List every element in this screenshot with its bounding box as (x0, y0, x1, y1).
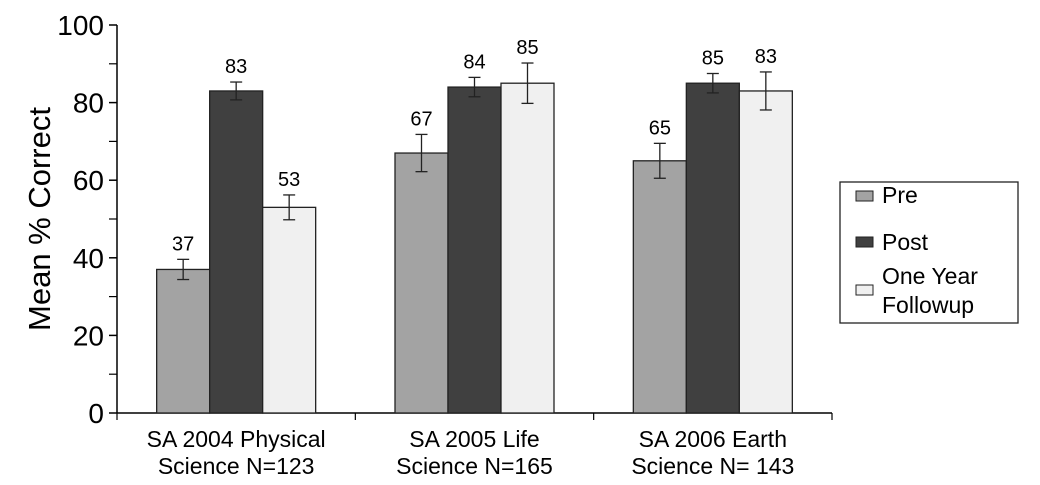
data-label: 83 (755, 46, 777, 68)
legend: Pre Post One Year Followup (839, 181, 1019, 324)
data-label: 85 (702, 48, 724, 70)
data-label: 37 (172, 233, 194, 255)
data-label: 85 (516, 37, 538, 59)
x-tick-label: Science N= 143 (631, 453, 794, 479)
data-label: 84 (463, 51, 485, 73)
legend-label: Followup (882, 292, 974, 318)
bars (156, 62, 793, 414)
legend-label: One Year (882, 263, 978, 289)
data-label: 53 (278, 169, 300, 191)
bar-one-year-followup (738, 90, 793, 414)
legend-label: Post (882, 229, 929, 255)
legend-swatch (855, 190, 874, 202)
bar-pre (394, 152, 449, 414)
bar-post (447, 86, 502, 414)
data-label: 65 (649, 117, 671, 139)
y-tick-label: 20 (73, 320, 104, 351)
data-label: 67 (410, 108, 432, 130)
legend-swatch (855, 284, 874, 296)
bar-post (209, 90, 264, 414)
bar-pre (156, 268, 211, 414)
x-tick-label: Science N=165 (396, 453, 553, 479)
x-tick-label: Science N=123 (158, 453, 315, 479)
data-label: 83 (225, 56, 247, 78)
y-tick-label: 0 (88, 398, 104, 429)
y-tick-label: 100 (57, 10, 104, 41)
legend-box (839, 181, 1019, 324)
bar-one-year-followup (500, 82, 555, 414)
bar-one-year-followup (262, 206, 317, 414)
x-tick-label: SA 2006 Earth (639, 426, 787, 452)
y-axis-label: Mean % Correct (22, 107, 57, 331)
x-tick-label: SA 2005 Life (409, 426, 539, 452)
y-tick-label: 40 (73, 243, 104, 274)
y-tick-label: 60 (73, 165, 104, 196)
legend-swatch (855, 236, 874, 248)
bar-pre (632, 160, 687, 414)
bar-post (685, 82, 740, 414)
data-labels: 37 83 53 67 84 85 65 85 83 (172, 37, 777, 255)
legend-label: Pre (882, 182, 918, 208)
x-tick-label: SA 2004 Physical (147, 426, 326, 452)
y-tick-label: 80 (73, 88, 104, 119)
